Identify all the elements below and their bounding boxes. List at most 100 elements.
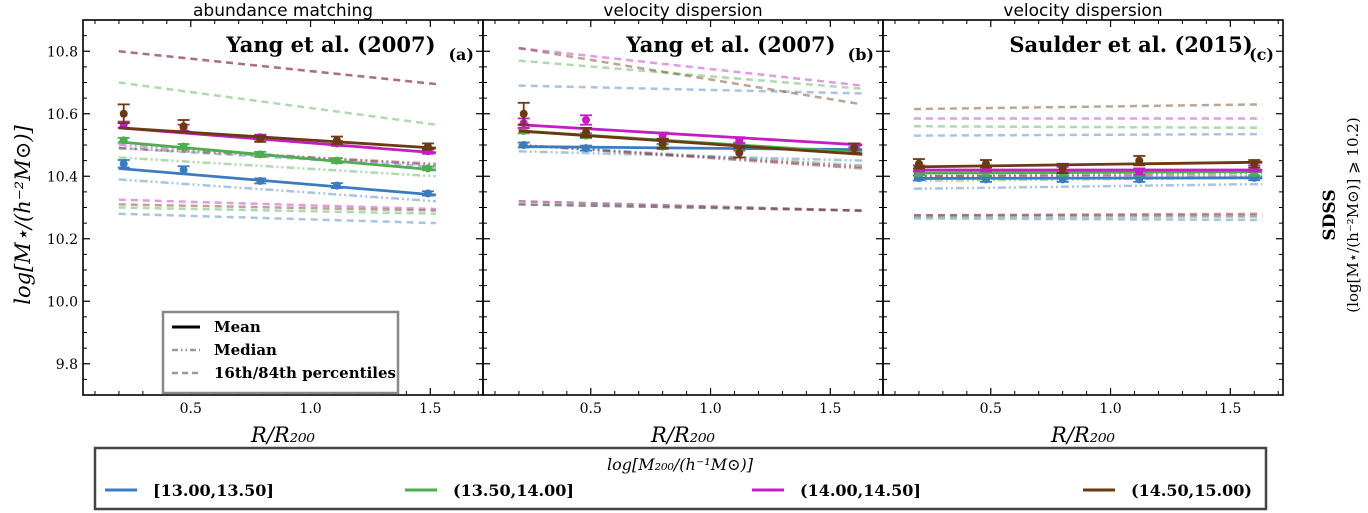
data-point-series-4 <box>1135 156 1144 165</box>
data-point-series-1 <box>179 166 188 174</box>
percentile-p16-line-series-2 <box>518 200 863 212</box>
mean-fit-line-series-4 <box>913 160 1263 169</box>
data-point-series-3 <box>735 136 744 145</box>
x-tick-label: 1.0 <box>699 401 721 417</box>
panel-frame-b <box>482 19 884 396</box>
percentile-p84-line-series-1 <box>118 146 436 169</box>
percentile-p84-line-series-2 <box>518 59 863 90</box>
panel-frame-c <box>882 19 1284 396</box>
mean-fit-line-series-2 <box>118 140 437 172</box>
percentile-p84-line-series-2 <box>913 125 1263 130</box>
y-tick-label: 10.8 <box>47 44 78 60</box>
percentile-p84-line-series-3 <box>518 46 863 87</box>
panel-title-b: velocity dispersion <box>603 1 762 21</box>
y-tick-label: 10.6 <box>47 107 78 123</box>
mass-bin-label-4: (14.50,15.00) <box>1131 481 1252 500</box>
mean-fit-line-series-3 <box>518 123 863 147</box>
mass-bin-label-1: [13.00,13.50] <box>153 481 274 500</box>
panel-title-c: velocity dispersion <box>1003 1 1162 21</box>
x-tick-label: 1.0 <box>1099 401 1121 417</box>
data-point-series-4 <box>423 142 432 151</box>
data-point-series-4 <box>735 148 744 157</box>
data-point-series-1 <box>423 189 432 198</box>
data-point-series-4 <box>581 128 590 137</box>
x-axis-label: R/R₂₀₀ <box>650 423 716 447</box>
x-tick-label: 0.5 <box>980 401 1002 417</box>
data-point-series-1 <box>1058 175 1067 184</box>
panel-annotation-b: Yang et al. (2007) <box>625 32 835 57</box>
data-point-series-1 <box>981 175 990 184</box>
percentile-p84-line-series-4 <box>118 50 437 86</box>
panel-letter-c: (c) <box>1249 45 1274 64</box>
mean-fit-line-series-2 <box>913 170 1263 175</box>
y-tick-label: 10.2 <box>47 232 78 248</box>
percentile-p84-line-series-3 <box>118 50 437 86</box>
panel-c: velocity dispersion 0.5 1.0 1.5 Saulder et a… <box>882 1 1284 447</box>
percentile-p84-line-series-1 <box>518 84 863 95</box>
data-point-series-4 <box>1058 164 1067 173</box>
percentiles-legend-label: 16th/84th percentiles <box>214 364 396 382</box>
data-point-series-1 <box>1135 175 1144 184</box>
y-tick-label: 9.8 <box>56 357 78 373</box>
panel-annotation-a: Yang et al. (2007) <box>225 32 435 57</box>
data-point-series-1 <box>119 159 128 168</box>
percentile-p16-line-series-4 <box>118 203 436 212</box>
x-tick-label: 1.0 <box>299 401 321 417</box>
sdss-cut-label: (log[M⋆/(h⁻²M⊙)] ⩾ 10.2) <box>1344 117 1362 312</box>
data-point-series-4 <box>914 159 923 168</box>
x-tick-label: 1.5 <box>419 401 441 417</box>
data-point-series-2 <box>179 142 188 151</box>
data-point-series-2 <box>423 164 432 173</box>
median-line-series-4 <box>518 143 863 170</box>
mass-bin-legend: log[M₂₀₀/(h⁻¹M⊙)] [13.00,13.50] (13.50,14… <box>93 446 1268 511</box>
data-point-series-4 <box>1250 159 1259 168</box>
x-tick-label: 0.5 <box>180 401 202 417</box>
line-style-legend: Mean Median 16th/84th percentiles <box>161 310 400 395</box>
median-line-series-1 <box>518 150 863 162</box>
mean-fit-line-series-4 <box>118 126 436 150</box>
median-legend-label: Median <box>214 341 277 359</box>
mass-bin-legend-box <box>93 446 1268 511</box>
median-line-series-1 <box>118 178 436 203</box>
percentile-p16-line-series-1 <box>118 212 436 225</box>
percentile-p16-line-series-2 <box>118 206 436 215</box>
data-point-series-4 <box>850 144 859 153</box>
mean-fit-line-series-1 <box>118 167 437 197</box>
data-point-series-3 <box>1135 167 1144 176</box>
data-point-series-3 <box>581 116 590 124</box>
percentile-p16-line-series-1 <box>913 217 1263 222</box>
median-line-series-2 <box>518 143 863 167</box>
data-point-series-2 <box>332 156 341 165</box>
mean-fit-line-series-1 <box>913 176 1263 180</box>
data-point-series-1 <box>332 181 341 190</box>
data-point-series-4 <box>332 136 341 145</box>
data-point-series-4 <box>658 139 667 148</box>
data-point-series-2 <box>256 150 265 159</box>
percentile-p16-line-series-4 <box>518 203 863 212</box>
x-axis-label: R/R₂₀₀ <box>250 423 316 447</box>
x-tick-label: 0.5 <box>580 401 602 417</box>
median-line-series-3 <box>518 143 863 169</box>
data-point-series-1 <box>256 176 265 185</box>
panel-letter-b: (b) <box>848 45 874 64</box>
x-tick-label: 1.5 <box>1219 401 1241 417</box>
data-point-series-4 <box>179 122 188 131</box>
mass-bin-label-3: (14.00,14.50] <box>800 481 921 500</box>
mean-legend-label: Mean <box>214 318 261 336</box>
line-style-legend-box <box>161 310 400 395</box>
y-axis-label: log[M⋆/(h⁻²M⊙)] <box>11 124 35 304</box>
median-line-series-4 <box>913 171 1263 178</box>
percentile-p84-line-series-4 <box>913 103 1263 111</box>
panel-a: abundance matching 0.5 1.0 1.5 9.8 10.0 10.2 10… <box>47 1 484 447</box>
panel-letter-a: (a) <box>448 45 474 64</box>
x-axis-label: R/R₂₀₀ <box>1050 423 1116 447</box>
data-point-series-1 <box>581 144 590 153</box>
mass-bin-legend-title: log[M₂₀₀/(h⁻¹M⊙)] <box>607 455 754 474</box>
data-point-series-4 <box>256 134 265 143</box>
panel-annotation-c: Saulder et al. (2015) <box>1009 32 1252 57</box>
y-tick-label: 10.4 <box>47 169 78 185</box>
y-tick-label: 10.0 <box>47 294 78 310</box>
data-point-series-3 <box>658 131 667 140</box>
percentile-p16-line-series-3 <box>118 198 436 211</box>
percentile-p16-line-series-4 <box>913 212 1263 217</box>
